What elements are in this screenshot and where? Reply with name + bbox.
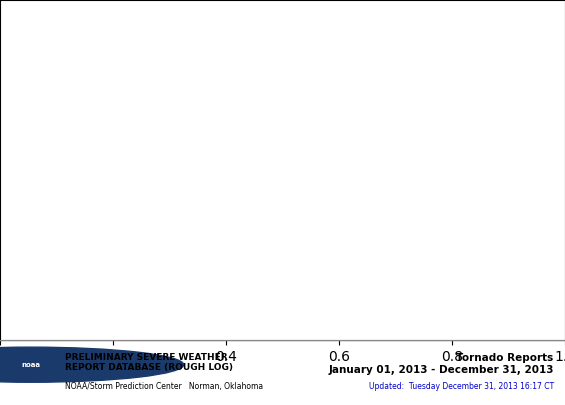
Text: noaa: noaa bbox=[21, 362, 41, 368]
Text: Updated:  Tuesday December 31, 2013 16:17 CT: Updated: Tuesday December 31, 2013 16:17… bbox=[368, 382, 554, 391]
Text: PRELIMINARY SEVERE WEATHER
REPORT DATABASE (ROUGH LOG): PRELIMINARY SEVERE WEATHER REPORT DATABA… bbox=[65, 353, 233, 373]
Circle shape bbox=[0, 347, 184, 382]
Text: Tornado Reports
January 01, 2013 - December 31, 2013: Tornado Reports January 01, 2013 - Decem… bbox=[328, 353, 554, 375]
Text: NOAA/Storm Prediction Center   Norman, Oklahoma: NOAA/Storm Prediction Center Norman, Okl… bbox=[65, 382, 263, 391]
